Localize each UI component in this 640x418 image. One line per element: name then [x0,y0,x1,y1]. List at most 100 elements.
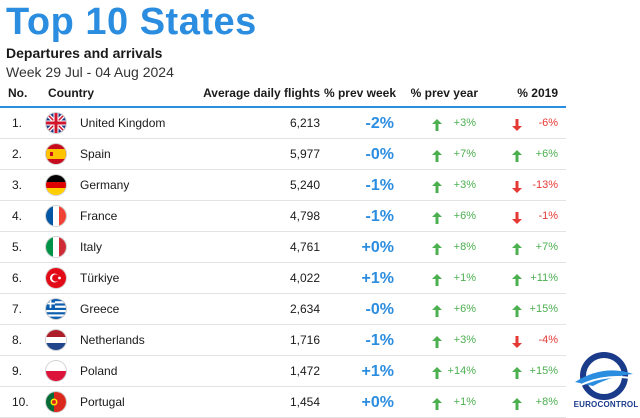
row-divider [0,231,566,232]
column-header-no: No. [8,86,28,100]
change-vs-2019: +15% [529,365,558,377]
change-vs-2019: -4% [538,334,558,346]
change-vs-2019: +11% [530,272,558,284]
arrow-down-icon [512,118,522,131]
row-divider [0,262,566,263]
italy-flag [46,237,66,257]
table-row: 3. Germany 5,240 -1% +3% -13% [0,170,566,201]
poland-flag [46,361,66,381]
arrow-up-icon [512,273,522,286]
row-divider [0,324,566,325]
average-daily-flights: 4,798 [289,209,320,223]
column-header-prev-week: % prev week [323,86,396,100]
greece-flag [46,299,66,319]
change-vs-2019: +6% [535,148,558,160]
prev-year-change: +8% [453,241,476,253]
arrow-up-icon [512,242,522,255]
arrow-up-icon [432,180,442,193]
eurocontrol-logo [575,352,633,400]
rank: 6. [12,271,23,285]
average-daily-flights: 4,022 [289,271,320,285]
average-daily-flights: 1,472 [289,364,320,378]
column-header-2019: % 2019 [517,86,558,100]
arrow-up-icon [432,397,442,410]
country-name: Netherlands [80,333,145,347]
arrow-up-icon [432,149,442,162]
row-divider [0,293,566,294]
header-divider [0,106,566,108]
prev-week-change: +0% [361,239,394,256]
prev-week-change: -1% [365,177,394,194]
table-row: 1. United Kingdom 6,213 -2% +3% -6% [0,108,566,139]
change-vs-2019: -1% [538,210,558,222]
rank: 9. [12,364,23,378]
prev-week-change: -2% [365,115,394,132]
prev-week-change: +1% [361,270,394,287]
average-daily-flights: 2,634 [289,302,320,316]
page-subtitle: Departures and arrivals [6,45,163,61]
arrow-up-icon [432,118,442,131]
country-name: Türkiye [80,271,120,285]
table-row: 9. Poland 1,472 +1% +14% +15% [0,356,566,387]
row-divider [0,169,566,170]
average-daily-flights: 4,761 [289,240,320,254]
prev-week-change: -1% [365,332,394,349]
arrow-down-icon [512,335,522,348]
prev-year-change: +7% [453,148,476,160]
prev-year-change: +6% [453,303,476,315]
column-header-country: Country [48,86,94,100]
arrow-up-icon [432,366,442,379]
rank: 4. [12,209,23,223]
rank: 10. [12,395,29,409]
row-divider [0,200,566,201]
arrow-up-icon [512,366,522,379]
turkiye-flag [46,268,66,288]
prev-week-change: +1% [361,363,394,380]
prev-week-change: +0% [361,394,394,411]
arrow-up-icon [432,211,442,224]
table-row: 5. Italy 4,761 +0% +8% +7% [0,232,566,263]
rank: 7. [12,302,23,316]
average-daily-flights: 6,213 [289,116,320,130]
arrow-up-icon [432,273,442,286]
change-vs-2019: +7% [535,241,558,253]
country-name: Italy [80,240,103,254]
table-row: 2. Spain 5,977 -0% +7% +6% [0,139,566,170]
arrow-down-icon [512,180,522,193]
change-vs-2019: +15% [529,303,558,315]
country-name: United Kingdom [80,116,166,130]
arrow-up-icon [512,149,522,162]
spain-flag [46,144,66,164]
average-daily-flights: 1,454 [289,395,320,409]
prev-week-change: -0% [365,301,394,318]
rank: 8. [12,333,23,347]
change-vs-2019: -13% [532,179,558,191]
rank: 3. [12,178,23,192]
prev-week-change: -1% [365,208,394,225]
change-vs-2019: -6% [538,117,558,129]
prev-year-change: +14% [447,365,476,377]
country-name: Germany [80,178,130,192]
table-row: 8. Netherlands 1,716 -1% +3% -4% [0,325,566,356]
country-name: France [80,209,118,223]
arrow-up-icon [432,304,442,317]
germany-flag [46,175,66,195]
prev-year-change: +3% [453,334,476,346]
country-name: Poland [80,364,118,378]
country-name: Spain [80,147,111,161]
row-divider [0,138,566,139]
prev-week-change: -0% [365,146,394,163]
table-row: 7. Greece 2,634 -0% +6% +15% [0,294,566,325]
prev-year-change: +1% [453,272,476,284]
prev-year-change: +1% [453,396,476,408]
average-daily-flights: 5,977 [289,147,320,161]
row-divider [0,355,566,356]
country-name: Greece [80,302,120,316]
rank: 1. [12,116,23,130]
table-row: 6. Türkiye 4,022 +1% +1% +11% [0,263,566,294]
column-header-flights: Average daily flights [203,86,320,100]
arrow-up-icon [512,397,522,410]
eurocontrol-logo-text: EUROCONTROL [573,400,639,409]
date-range: Week 29 Jul - 04 Aug 2024 [6,64,174,80]
prev-year-change: +3% [453,179,476,191]
